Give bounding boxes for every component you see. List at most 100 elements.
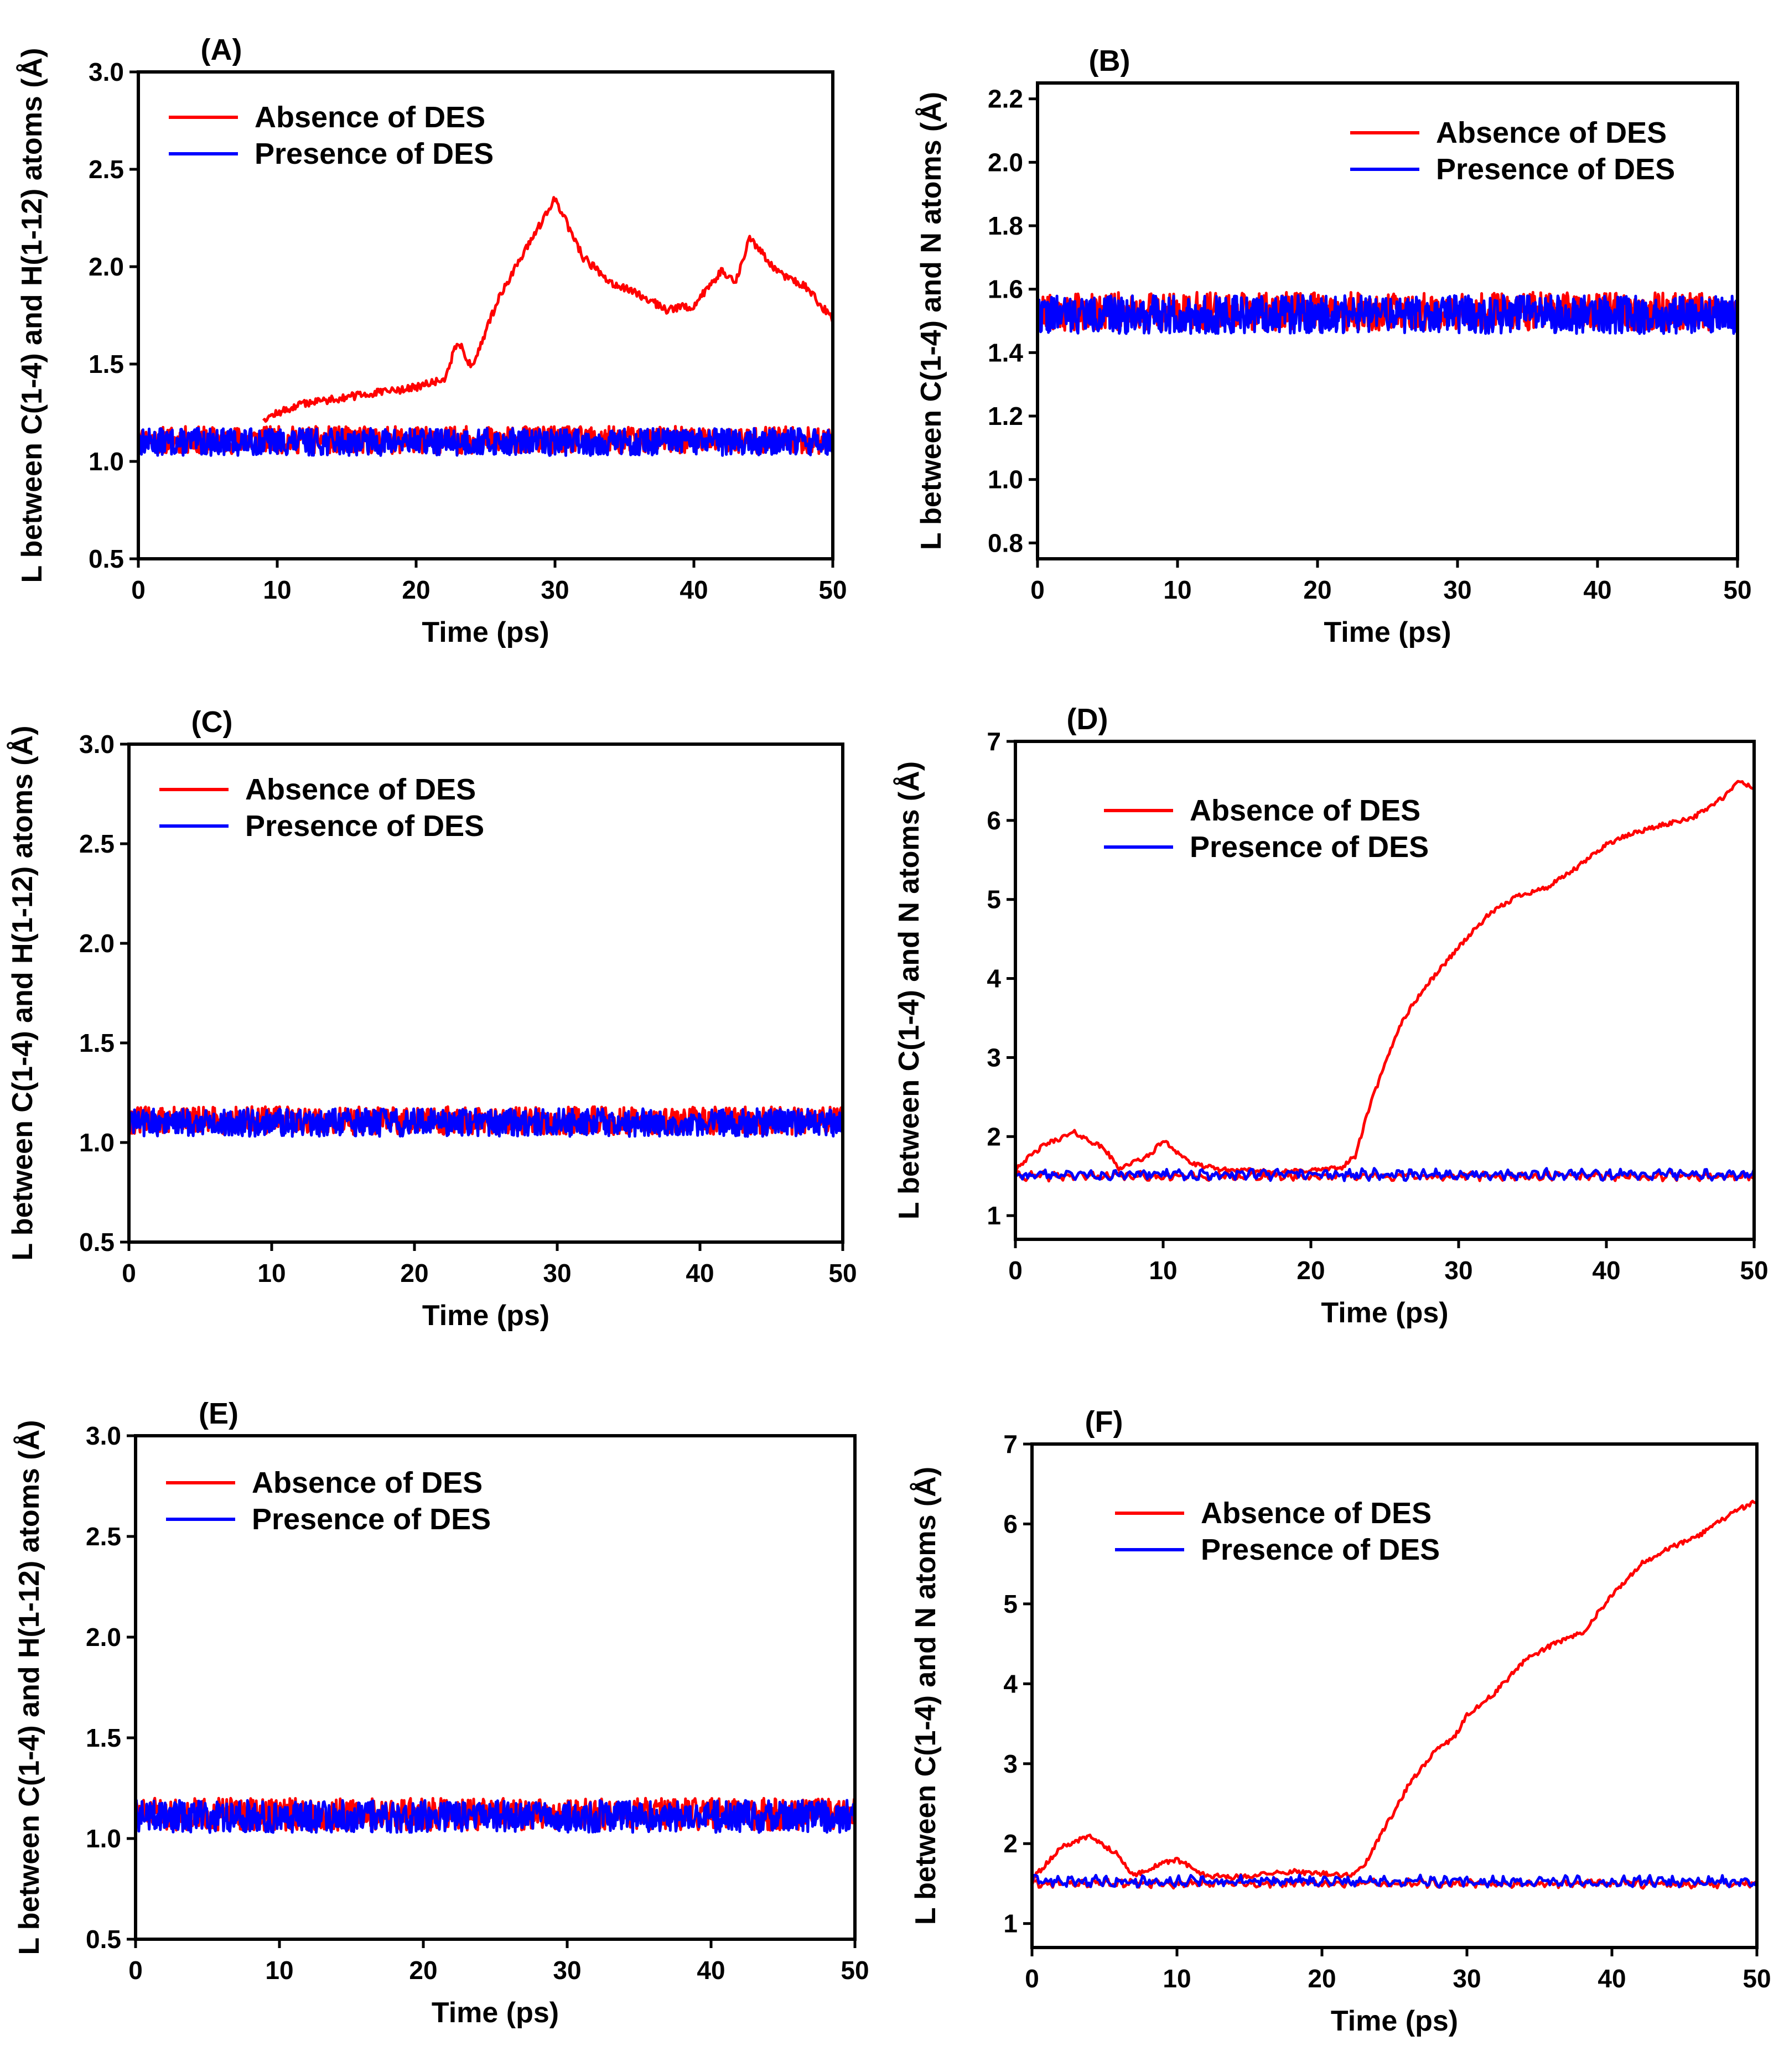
series-line-presence — [138, 427, 833, 457]
x-tick-label: 50 — [818, 575, 847, 604]
x-tick-label: 0 — [122, 1259, 136, 1287]
y-tick-label: 2 — [987, 1122, 1001, 1151]
y-tick-label: 2 — [1003, 1829, 1018, 1858]
y-tick-label: 4 — [987, 964, 1001, 993]
series-group — [136, 1796, 855, 1834]
y-tick-label: 1 — [987, 1201, 1001, 1230]
x-tick-label: 50 — [1723, 575, 1751, 604]
y-tick-label: 6 — [1003, 1509, 1018, 1538]
y-axis-title: L between C(1-4) and H(1-12) atoms (Å) — [7, 726, 39, 1261]
panel-label: (C) — [191, 705, 233, 739]
panel-d: 0 10 20 30 40 50 1 2 3 4 5 6 7 Time (ps) L between C(1… — [893, 703, 1769, 1329]
x-tick-label: 30 — [1443, 575, 1471, 604]
legend-label: Absence of DES — [1436, 116, 1667, 149]
x-tick-label: 20 — [1303, 575, 1331, 604]
y-tick-label: 3.0 — [79, 730, 115, 759]
legend-label: Absence of DES — [245, 773, 476, 806]
y-axis-title: L between C(1-4) and N atoms (Å) — [910, 1467, 942, 1925]
y-tick-label: 1.8 — [988, 211, 1023, 240]
y-tick-label: 0.5 — [89, 544, 124, 573]
series-line-presence — [1038, 294, 1738, 335]
y-tick-label: 3 — [987, 1043, 1001, 1072]
y-tick-label: 1.4 — [988, 338, 1023, 367]
y-tick-label: 2.5 — [79, 829, 115, 858]
x-tick-label: 30 — [541, 575, 569, 604]
x-tick-label: 50 — [841, 1956, 869, 1985]
y-tick-label: 2.2 — [988, 85, 1023, 113]
y-tick-label: 2.5 — [89, 155, 124, 184]
panel-label: (F) — [1085, 1405, 1123, 1439]
y-tick-label: 1.0 — [89, 447, 124, 476]
x-tick-label: 40 — [1598, 1964, 1626, 1993]
legend-label: Absence of DES — [1201, 1497, 1432, 1530]
y-tick-label: 5 — [1003, 1590, 1018, 1618]
plot-frame — [1036, 81, 1739, 560]
y-tick-label: 2.0 — [79, 929, 115, 958]
x-axis-title: Time (ps) — [422, 1300, 549, 1332]
x-tick-label: 20 — [1296, 1256, 1325, 1285]
series-line-absence — [262, 196, 833, 423]
x-tick-label: 20 — [409, 1956, 437, 1985]
x-tick-label: 20 — [402, 575, 430, 604]
panel-c: 0 10 20 30 40 50 0.5 1.0 1.5 2.0 2.5 3.0 Time (ps) L … — [7, 705, 857, 1332]
x-tick-label: 10 — [1163, 575, 1191, 604]
y-tick-label: 2.5 — [86, 1522, 121, 1551]
panel-label: (E) — [199, 1397, 238, 1430]
x-tick-label: 40 — [697, 1956, 725, 1985]
x-tick-label: 20 — [400, 1259, 428, 1287]
legend-label: Presence of DES — [252, 1503, 491, 1536]
x-tick-label: 0 — [1025, 1964, 1039, 1993]
x-tick-label: 30 — [1444, 1256, 1472, 1285]
plot-frame — [137, 70, 834, 560]
legend-label: Absence of DES — [1190, 794, 1420, 827]
y-tick-label: 2.0 — [988, 148, 1023, 176]
legend-label: Presence of DES — [1190, 830, 1429, 864]
panel-f: 0 10 20 30 40 50 1 2 3 4 5 6 7 Time (ps) L between C(1… — [910, 1405, 1771, 2037]
panel-label: (A) — [201, 33, 242, 66]
x-tick-label: 40 — [1583, 575, 1611, 604]
series-group — [1015, 780, 1754, 1183]
y-tick-label: 2.0 — [86, 1623, 121, 1652]
x-tick-label: 40 — [680, 575, 708, 604]
y-tick-label: 1.5 — [86, 1723, 121, 1752]
x-tick-label: 10 — [1163, 1964, 1191, 1993]
series-line-absence — [1032, 1499, 1757, 1882]
series-group — [1032, 1499, 1757, 1890]
x-tick-label: 20 — [1308, 1964, 1336, 1993]
legend: Absence of DES Presence of DES — [1350, 116, 1675, 186]
y-tick-label: 2.0 — [89, 252, 124, 281]
x-tick-label: 30 — [1453, 1964, 1481, 1993]
series-line-absence — [1015, 780, 1754, 1176]
legend-label: Presence of DES — [1436, 153, 1675, 186]
x-axis-title: Time (ps) — [422, 616, 549, 648]
x-tick-label: 40 — [1592, 1256, 1620, 1285]
y-axis-title: L between C(1-4) and N atoms (Å) — [893, 761, 925, 1219]
x-tick-label: 0 — [128, 1956, 143, 1985]
x-axis-title: Time (ps) — [1324, 616, 1451, 648]
x-tick-label: 10 — [265, 1956, 293, 1985]
x-tick-label: 30 — [543, 1259, 571, 1287]
legend-label: Absence of DES — [255, 101, 485, 134]
x-tick-label: 40 — [686, 1259, 714, 1287]
y-tick-label: 7 — [1003, 1430, 1018, 1458]
x-axis-title: Time (ps) — [432, 1997, 559, 2029]
y-tick-label: 3 — [1003, 1749, 1018, 1778]
x-tick-label: 0 — [1008, 1256, 1023, 1285]
y-axis-title: L between C(1-4) and H(1-12) atoms (Å) — [13, 1420, 45, 1955]
x-tick-label: 0 — [131, 575, 146, 604]
y-tick-label: 1 — [1003, 1909, 1018, 1938]
y-tick-label: 7 — [987, 727, 1001, 756]
y-tick-label: 5 — [987, 885, 1001, 914]
y-tick-label: 0.5 — [86, 1925, 121, 1954]
y-tick-label: 4 — [1003, 1669, 1018, 1698]
y-axis-title: L between C(1-4) and N atoms (Å) — [915, 92, 947, 550]
panel-a: 0 10 20 30 40 50 0.5 1.0 1.5 2.0 2.5 3.0 Time (ps) L … — [16, 33, 847, 648]
series-group — [1038, 290, 1738, 335]
x-tick-label: 0 — [1030, 575, 1045, 604]
plot-frame — [127, 742, 844, 1244]
y-axis-title: L between C(1-4) and H(1-12) atoms (Å) — [16, 48, 48, 583]
